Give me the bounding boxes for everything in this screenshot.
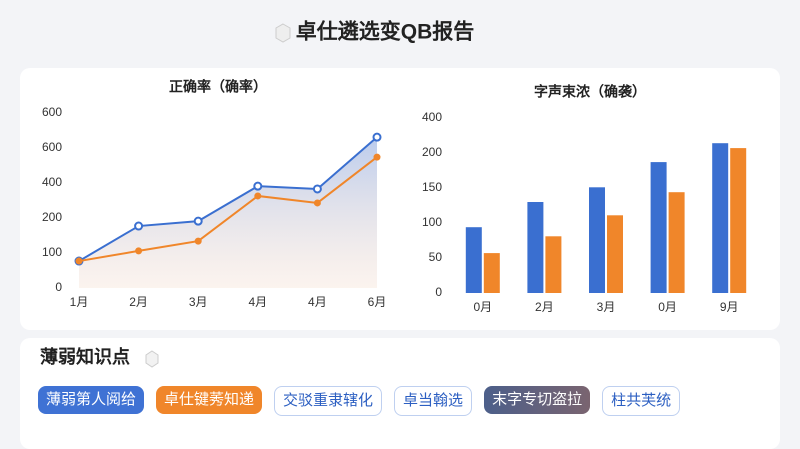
weak-title: 薄弱知识点 xyxy=(40,346,130,367)
point xyxy=(75,257,83,265)
x-tick-label: 6月 xyxy=(368,295,387,309)
bar xyxy=(589,187,605,293)
tag[interactable]: 交驳重隶辖化 xyxy=(274,386,383,416)
tag-list: 薄弱第人阅给 卓仕键莠知递 交驳重隶辖化 卓当翰选 末字专切盗拉 柱共芙统 xyxy=(38,386,681,416)
x-tick-label: 9月 xyxy=(720,300,739,314)
y-tick-label: 0 xyxy=(435,285,442,299)
tag[interactable]: 卓当翰选 xyxy=(394,386,473,416)
chart-title: 正确率（确率） xyxy=(169,79,267,95)
bar xyxy=(545,236,562,293)
tag[interactable]: 薄弱第人阅给 xyxy=(38,386,145,414)
point xyxy=(372,132,382,142)
point xyxy=(134,221,144,231)
weak-icon xyxy=(145,350,159,368)
bar xyxy=(465,227,482,293)
x-tick-label: 0月 xyxy=(473,300,492,314)
y-tick-label: 100 xyxy=(422,215,442,229)
bar xyxy=(730,148,747,293)
page-title: 卓仕遴选变QB报告 xyxy=(296,20,475,44)
x-tick-label: 2月 xyxy=(129,295,148,309)
bar xyxy=(712,143,729,293)
bar xyxy=(668,192,685,293)
x-tick-label: 4月 xyxy=(308,295,327,309)
point xyxy=(373,153,381,161)
tag[interactable]: 柱共芙统 xyxy=(602,386,681,416)
chart-title: 字声束浓（确袭） xyxy=(534,84,646,100)
x-tick-label: 3月 xyxy=(597,300,616,314)
area xyxy=(79,137,377,288)
x-tick-label: 4月 xyxy=(248,295,267,309)
point xyxy=(194,237,202,245)
bar xyxy=(607,215,623,293)
y-tick-label: 400 xyxy=(42,175,62,189)
point xyxy=(135,247,143,255)
y-tick-label: 50 xyxy=(429,250,443,264)
y-tick-label: 200 xyxy=(42,210,62,224)
y-tick-label: 200 xyxy=(422,145,442,159)
y-tick-label: 600 xyxy=(42,140,62,154)
point xyxy=(254,192,262,200)
point xyxy=(313,199,321,207)
x-tick-label: 1月 xyxy=(70,295,89,309)
bar xyxy=(483,253,500,293)
tag[interactable]: 末字专切盗拉 xyxy=(484,386,591,414)
y-tick-label: 600 xyxy=(42,105,62,119)
y-tick-label: 150 xyxy=(422,180,442,194)
title-icon xyxy=(275,23,291,43)
bar xyxy=(527,202,544,293)
point xyxy=(253,181,263,191)
point xyxy=(193,216,203,226)
bar xyxy=(650,162,667,293)
line xyxy=(78,136,378,262)
y-tick-label: 0 xyxy=(55,280,62,294)
y-tick-label: 400 xyxy=(422,110,442,124)
x-tick-label: 3月 xyxy=(189,295,208,309)
y-tick-label: 100 xyxy=(42,245,62,259)
line xyxy=(78,156,378,263)
x-tick-label: 2月 xyxy=(535,300,554,314)
x-tick-label: 0月 xyxy=(658,300,677,314)
point xyxy=(312,184,322,194)
tag[interactable]: 卓仕键莠知递 xyxy=(156,386,263,414)
